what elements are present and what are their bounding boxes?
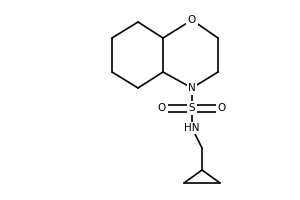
Text: O: O [218, 103, 226, 113]
Text: HN: HN [184, 123, 200, 133]
Text: N: N [188, 83, 196, 93]
Text: O: O [158, 103, 166, 113]
Text: O: O [188, 15, 196, 25]
Text: S: S [189, 103, 195, 113]
